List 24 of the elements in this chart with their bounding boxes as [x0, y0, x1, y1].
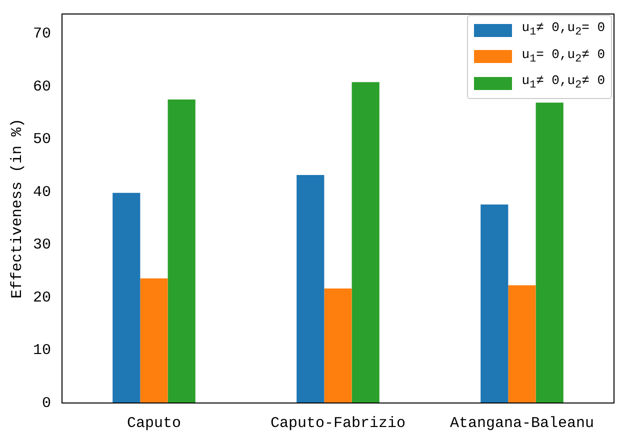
- y-tick-label: 40: [32, 184, 52, 201]
- bar: [480, 204, 508, 403]
- y-tick-label: 50: [32, 131, 52, 148]
- bar: [536, 102, 564, 403]
- bar: [168, 100, 196, 403]
- bar: [140, 278, 168, 403]
- bar: [112, 192, 140, 403]
- y-tick-label: 70: [32, 26, 52, 42]
- y-tick-label: 20: [32, 289, 52, 306]
- bar: [324, 288, 352, 403]
- y-axis-title: Effectiveness (in %): [8, 118, 26, 299]
- x-tick-label: Caputo: [126, 414, 182, 432]
- y-tick-label: 0: [42, 394, 52, 412]
- x-tick-label: Caputo-Fabrizio: [270, 414, 406, 432]
- legend-label: u$_{1}$≠ 0,u$_{2}$= 0: [522, 19, 605, 41]
- y-tick-label: 10: [32, 342, 52, 360]
- x-tick-label: Atangana-Baleanu: [450, 414, 594, 432]
- y-tick-label: 60: [32, 78, 52, 96]
- legend-label: u$_{1}$= 0,u$_{2}$≠ 0: [522, 46, 605, 68]
- legend-label: u$_{1}$≠ 0,u$_{2}$≠ 0: [522, 72, 605, 94]
- bar: [352, 82, 380, 403]
- bar: [508, 285, 536, 403]
- y-tick-label: 30: [32, 236, 52, 254]
- bar: [296, 174, 324, 403]
